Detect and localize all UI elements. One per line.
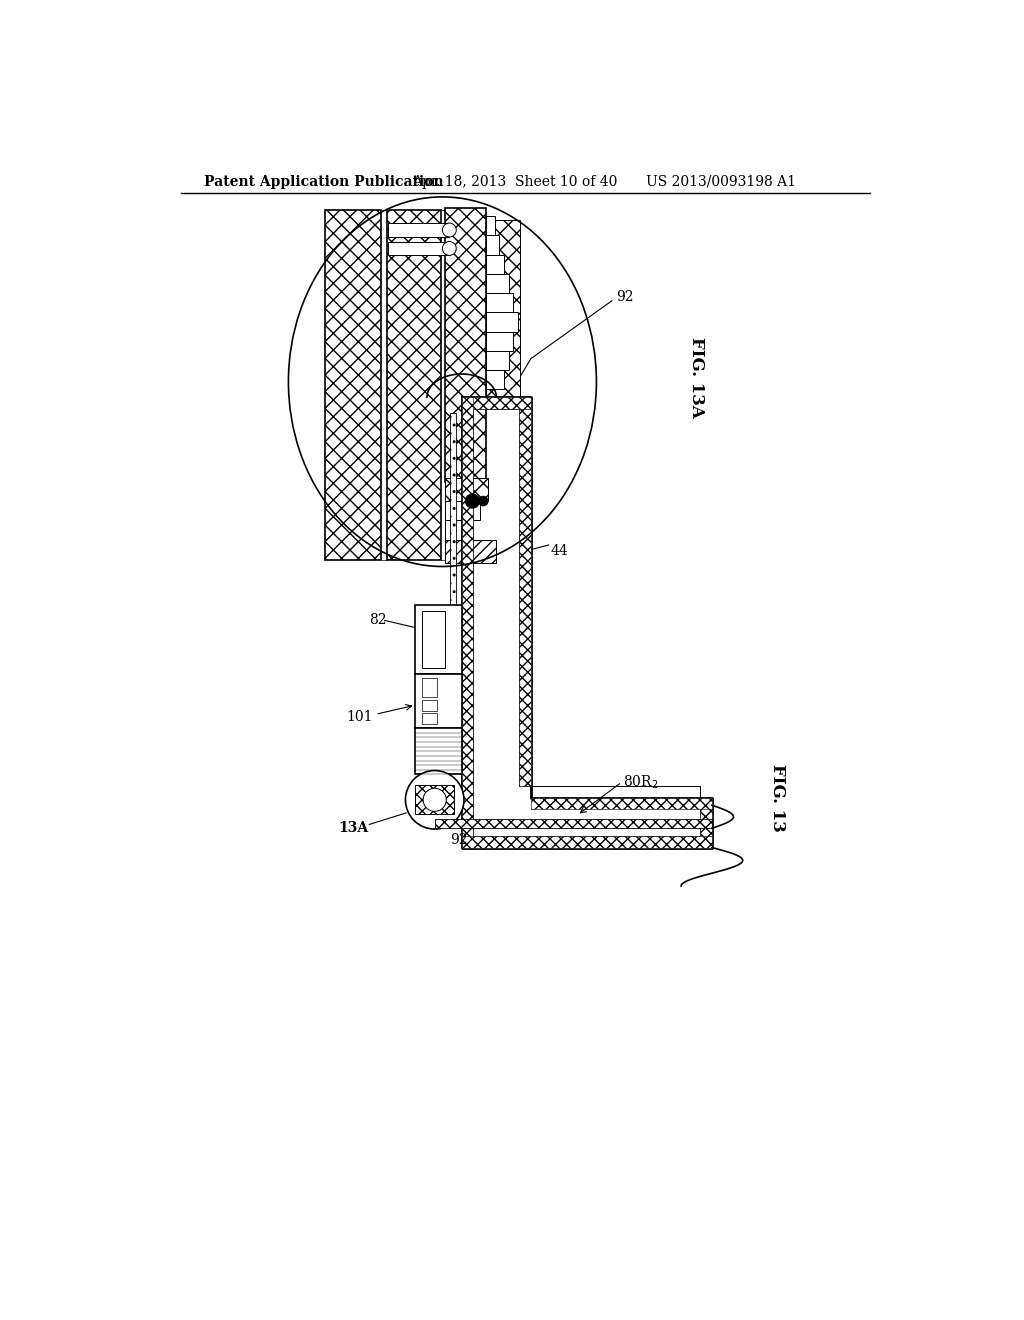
Text: FIG. 13: FIG. 13 [769,763,785,832]
Bar [445,540,496,562]
Bar [462,397,473,836]
Circle shape [466,494,479,508]
Bar [381,210,387,561]
Bar [387,210,441,561]
Bar [422,678,437,697]
Ellipse shape [289,197,596,566]
Text: Patent Application Publication: Patent Application Publication [204,174,443,189]
Bar [416,729,462,775]
Polygon shape [462,397,712,847]
Bar [485,220,520,405]
Bar [441,210,445,561]
Bar [435,818,712,829]
Bar [485,370,504,389]
Bar [451,413,457,767]
Bar [422,611,444,668]
Bar [485,313,518,331]
Bar [485,293,513,313]
Text: FIG. 13A: FIG. 13A [688,338,705,418]
Circle shape [442,242,457,256]
Bar [531,797,712,809]
Bar [388,242,450,256]
Text: 82: 82 [370,614,387,627]
Bar [485,331,513,351]
Text: 80R$_2$: 80R$_2$ [624,774,658,791]
Bar [422,700,437,711]
Bar [485,351,509,370]
Bar [416,785,454,814]
Bar [445,209,485,482]
Bar [462,397,531,409]
Text: 13A: 13A [339,821,369,836]
Circle shape [478,496,487,506]
Text: 92: 92 [451,833,468,847]
Circle shape [423,788,446,812]
Circle shape [442,223,457,238]
Bar [388,223,450,238]
Text: 101: 101 [346,710,373,723]
Bar [519,409,531,785]
Bar [485,275,509,293]
Bar [416,605,462,675]
Bar [445,478,487,502]
Bar [416,675,462,729]
Bar [485,235,500,255]
Text: Apr. 18, 2013  Sheet 10 of 40: Apr. 18, 2013 Sheet 10 of 40 [412,174,617,189]
Bar [485,216,495,235]
Bar [326,210,381,561]
Bar [445,520,472,540]
Bar [462,836,712,847]
Bar [700,797,712,836]
Bar [422,713,437,725]
Text: 44: 44 [550,544,568,558]
Text: US 2013/0093198 A1: US 2013/0093198 A1 [646,174,797,189]
Bar [485,255,504,275]
Circle shape [406,771,464,829]
Bar [445,502,480,520]
Text: 92: 92 [615,290,633,304]
